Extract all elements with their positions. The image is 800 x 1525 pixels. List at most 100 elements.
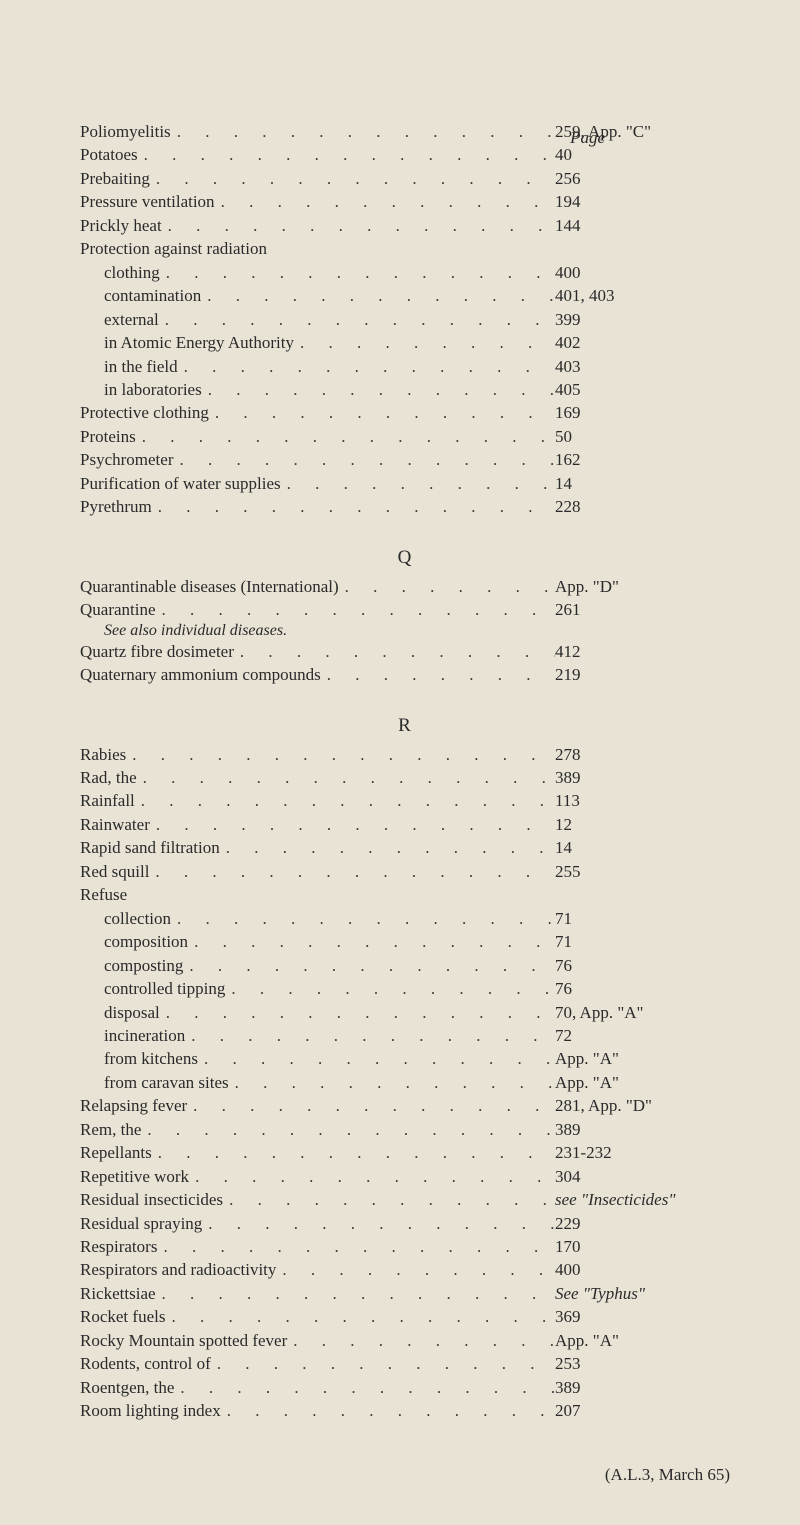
- entry-label: Rabies: [80, 743, 126, 766]
- leader-dots: . . . . . . . . . . . . . . . . . . . . …: [150, 813, 555, 836]
- index-entry: Room lighting index . . . . . . . . . . …: [80, 1399, 730, 1422]
- entry-label: Repetitive work: [80, 1165, 189, 1188]
- leader-dots: . . . . . . . . . . . . . . . . . . . . …: [209, 401, 555, 424]
- entry-page: 400: [555, 261, 730, 284]
- entry-label: Residual spraying: [80, 1212, 202, 1235]
- entry-label: contamination: [80, 284, 201, 307]
- entry-page: 228: [555, 495, 730, 518]
- leader-dots: . . . . . . . . . . . . . . . . . . . . …: [156, 598, 555, 621]
- entry-label: in laboratories: [80, 378, 202, 401]
- entry-label: in Atomic Energy Authority: [80, 331, 294, 354]
- entry-label: incineration: [80, 1024, 185, 1047]
- entry-page: 402: [555, 331, 730, 354]
- entry-page: 231-232: [555, 1141, 730, 1164]
- entry-page: 72: [555, 1024, 730, 1047]
- see-also-note: See also individual diseases.: [80, 622, 730, 640]
- entry-label: Red squill: [80, 860, 149, 883]
- index-body: Poliomyelitis . . . . . . . . . . . . . …: [80, 120, 730, 1423]
- index-entry: Respirators . . . . . . . . . . . . . . …: [80, 1235, 730, 1258]
- entry-label: Purification of water supplies: [80, 472, 281, 495]
- entry-page: 169: [555, 401, 730, 424]
- index-entry: Protection against radiation: [80, 237, 730, 260]
- index-entry: Rad, the . . . . . . . . . . . . . . . .…: [80, 766, 730, 789]
- entry-page: App. "D": [555, 575, 730, 598]
- entry-label: Psychrometer: [80, 448, 173, 471]
- entry-page: 194: [555, 190, 730, 213]
- entry-page: 219: [555, 663, 730, 686]
- entry-page: 162: [555, 448, 730, 471]
- entry-label: Rapid sand filtration: [80, 836, 220, 859]
- leader-dots: . . . . . . . . . . . . . . . . . . . . …: [173, 448, 555, 471]
- index-entry: Repellants . . . . . . . . . . . . . . .…: [80, 1141, 730, 1164]
- entry-page: 144: [555, 214, 730, 237]
- entry-crossref: See "Typhus": [555, 1282, 730, 1305]
- entry-page: 400: [555, 1258, 730, 1281]
- leader-dots: . . . . . . . . . . . . . . . . . . . . …: [287, 1329, 555, 1352]
- index-entry: Pressure ventilation . . . . . . . . . .…: [80, 190, 730, 213]
- entry-page: 255: [555, 860, 730, 883]
- entry-label: Poliomyelitis: [80, 120, 171, 143]
- entry-label: Rem, the: [80, 1118, 141, 1141]
- leader-dots: . . . . . . . . . . . . . . . . . . . . …: [202, 378, 555, 401]
- index-entry: in the field . . . . . . . . . . . . . .…: [80, 355, 730, 378]
- entry-label: Quartz fibre dosimeter: [80, 640, 234, 663]
- entry-label: controlled tipping: [80, 977, 225, 1000]
- entry-page: 71: [555, 930, 730, 953]
- leader-dots: . . . . . . . . . . . . . . . . . . . . …: [160, 1001, 555, 1024]
- entry-label: collection: [80, 907, 171, 930]
- index-entry: Quartz fibre dosimeter . . . . . . . . .…: [80, 640, 730, 663]
- index-entry: Residual spraying . . . . . . . . . . . …: [80, 1212, 730, 1235]
- entry-page: 369: [555, 1305, 730, 1328]
- leader-dots: . . . . . . . . . . . . . . . . . . . . …: [294, 331, 555, 354]
- entry-label: Prickly heat: [80, 214, 162, 237]
- entry-label: Rickettsiae: [80, 1282, 156, 1305]
- leader-dots: . . . . . . . . . . . . . . . . . . . . …: [215, 190, 555, 213]
- entry-page: 399: [555, 308, 730, 331]
- leader-dots: . . . . . . . . . . . . . . . . . . . . …: [165, 1305, 555, 1328]
- index-entry: Quaternary ammonium compounds . . . . . …: [80, 663, 730, 686]
- entry-label: Rainfall: [80, 789, 135, 812]
- column-header-page: Page: [570, 128, 605, 148]
- leader-dots: . . . . . . . . . . . . . . . . . . . . …: [188, 930, 555, 953]
- entry-page: 207: [555, 1399, 730, 1422]
- leader-dots: . . . . . . . . . . . . . . . . . . . . …: [150, 167, 555, 190]
- index-entry: Pyrethrum . . . . . . . . . . . . . . . …: [80, 495, 730, 518]
- index-entry: from kitchens . . . . . . . . . . . . . …: [80, 1047, 730, 1070]
- entry-label: Refuse: [80, 883, 127, 906]
- entry-label: composition: [80, 930, 188, 953]
- leader-dots: . . . . . . . . . . . . . . . . . . . . …: [220, 836, 555, 859]
- index-entry: Prickly heat . . . . . . . . . . . . . .…: [80, 214, 730, 237]
- entry-page: 405: [555, 378, 730, 401]
- index-entry: collection . . . . . . . . . . . . . . .…: [80, 907, 730, 930]
- entry-page: 281, App. "D": [555, 1094, 730, 1117]
- index-entry: Rapid sand filtration . . . . . . . . . …: [80, 836, 730, 859]
- entry-page: 389: [555, 1376, 730, 1399]
- leader-dots: . . . . . . . . . . . . . . . . . . . . …: [234, 640, 555, 663]
- entry-label: Protective clothing: [80, 401, 209, 424]
- leader-dots: . . . . . . . . . . . . . . . . . . . . …: [159, 308, 555, 331]
- entry-page: 170: [555, 1235, 730, 1258]
- index-entry: Prebaiting . . . . . . . . . . . . . . .…: [80, 167, 730, 190]
- entry-label: disposal: [80, 1001, 160, 1024]
- leader-dots: . . . . . . . . . . . . . . . . . . . . …: [178, 355, 555, 378]
- entry-page: 389: [555, 1118, 730, 1141]
- entry-page: App. "A": [555, 1329, 730, 1352]
- leader-dots: . . . . . . . . . . . . . . . . . . . . …: [189, 1165, 555, 1188]
- leader-dots: . . . . . . . . . . . . . . . . . . . . …: [152, 495, 555, 518]
- index-entry: incineration . . . . . . . . . . . . . .…: [80, 1024, 730, 1047]
- leader-dots: . . . . . . . . . . . . . . . . . . . . …: [229, 1071, 555, 1094]
- entry-label: Residual insecticides: [80, 1188, 223, 1211]
- entry-page: 76: [555, 954, 730, 977]
- leader-dots: . . . . . . . . . . . . . . . . . . . . …: [160, 261, 555, 284]
- leader-dots: . . . . . . . . . . . . . . . . . . . . …: [185, 1024, 555, 1047]
- entry-label: external: [80, 308, 159, 331]
- entry-label: Pyrethrum: [80, 495, 152, 518]
- leader-dots: . . . . . . . . . . . . . . . . . . . . …: [141, 1118, 555, 1141]
- leader-dots: . . . . . . . . . . . . . . . . . . . . …: [162, 214, 555, 237]
- leader-dots: . . . . . . . . . . . . . . . . . . . . …: [223, 1188, 555, 1211]
- index-entry: Roentgen, the . . . . . . . . . . . . . …: [80, 1376, 730, 1399]
- index-entry: Rainwater . . . . . . . . . . . . . . . …: [80, 813, 730, 836]
- leader-dots: . . . . . . . . . . . . . . . . . . . . …: [187, 1094, 555, 1117]
- entry-page: 12: [555, 813, 730, 836]
- index-entry: composting . . . . . . . . . . . . . . .…: [80, 954, 730, 977]
